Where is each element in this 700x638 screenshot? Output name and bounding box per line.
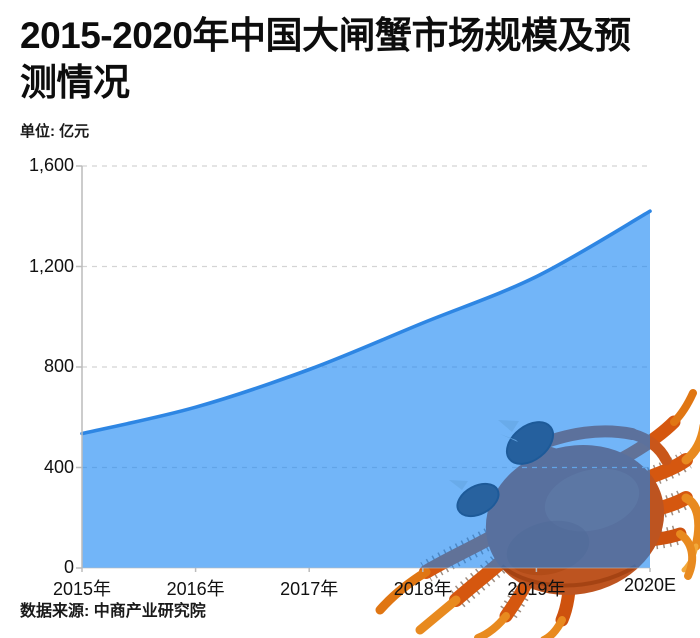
unit-label: 单位: 亿元 (20, 123, 90, 140)
title-line-2: 测情况 (20, 62, 130, 103)
y-axis-tick-label: 0 (63, 557, 74, 577)
x-axis-tick-label: 2017年 (280, 579, 339, 599)
y-axis-tick-label: 1,200 (28, 255, 74, 276)
x-axis-tick-label: 2015年 (52, 579, 112, 599)
x-axis-tick-label: 2019年 (507, 579, 566, 599)
source-note: 数据来源: 中商产业研究院 (20, 603, 206, 620)
title-line-1: 2015-2020年中国大闸蟹市场规模及预 (20, 15, 631, 56)
y-axis-tick-label: 800 (43, 356, 74, 376)
x-axis-tick-label: 2018年 (393, 579, 452, 599)
x-axis-tick-label: 2016年 (166, 579, 225, 599)
page-title: 2015-2020年中国大闸蟹市场规模及预 测情况 (20, 12, 685, 106)
x-axis-tick-label: 2020E (623, 575, 677, 595)
y-axis-tick-label: 400 (43, 456, 74, 477)
y-axis-tick-label: 1,600 (28, 155, 74, 175)
